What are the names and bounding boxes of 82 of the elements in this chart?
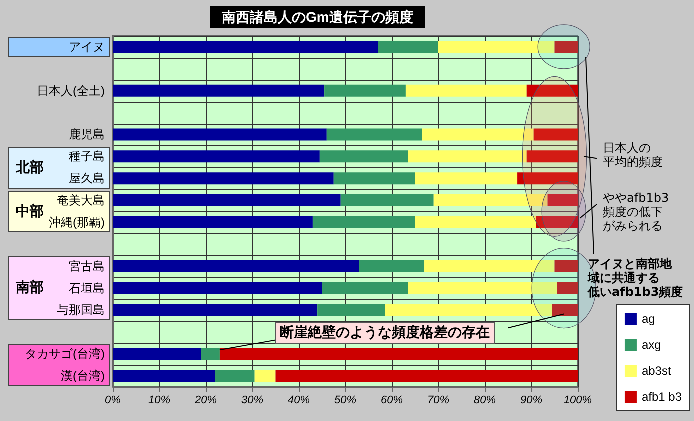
bar <box>554 260 578 272</box>
bar <box>434 194 548 207</box>
bar <box>322 282 408 294</box>
legend-label: axg <box>642 338 662 352</box>
text: 北部 <box>16 158 44 177</box>
x-tick-label: 30% <box>241 394 264 406</box>
bar <box>424 260 555 272</box>
y-tick-label: 宮古島 <box>69 259 105 274</box>
text: 中部 <box>16 202 44 220</box>
bar <box>385 304 552 316</box>
x-tick-label: 80% <box>474 394 496 406</box>
bar <box>526 84 578 97</box>
bar <box>415 172 518 185</box>
bar <box>113 172 334 185</box>
x-tick-label: 60% <box>380 394 404 406</box>
bar <box>220 348 578 360</box>
y-tick-label: 奄美大島 <box>57 194 105 208</box>
y-tick-label: 日本人(全土) <box>37 84 105 98</box>
chart-title: 南西諸島人のGm遺伝子の頻度 <box>221 9 414 25</box>
bar <box>113 40 378 53</box>
bar <box>113 84 325 97</box>
bar <box>113 370 216 382</box>
bar <box>378 40 438 53</box>
bar <box>215 370 255 382</box>
annotation: 断崖絶壁のような頻度格差の存在 <box>275 322 495 344</box>
x-tick-label: 50% <box>334 394 357 406</box>
bar <box>276 370 578 382</box>
bar <box>334 172 416 185</box>
bar <box>415 216 536 228</box>
bar <box>548 194 578 207</box>
bar <box>113 194 341 207</box>
bar <box>518 172 578 185</box>
bar <box>326 128 422 141</box>
bar <box>254 370 276 382</box>
y-tick-label: 種子島 <box>69 150 105 164</box>
legend-label: ab3st <box>642 364 672 378</box>
bar <box>557 282 578 294</box>
bar <box>324 84 406 97</box>
y-tick-label: アイヌ <box>69 40 105 54</box>
bar <box>422 128 534 141</box>
text: ややafb1b3頻度の低下がみられる <box>603 190 670 233</box>
y-tick-label: 漢(台湾) <box>61 369 105 384</box>
text: 南部 <box>16 279 44 298</box>
bar <box>113 260 360 272</box>
y-tick-label: 石垣島 <box>69 281 105 296</box>
x-tick-label: 70% <box>427 394 450 406</box>
bar <box>113 282 322 294</box>
bar <box>113 348 202 360</box>
bar <box>359 260 425 272</box>
x-tick-label: 90% <box>520 394 543 406</box>
x-tick-label: 0% <box>105 394 122 406</box>
bar <box>201 348 220 360</box>
bar <box>113 304 318 316</box>
legend-label: ag <box>642 312 656 326</box>
bar <box>438 40 555 53</box>
bar <box>113 150 320 163</box>
bar <box>320 150 408 163</box>
bar <box>312 216 416 228</box>
bar <box>408 282 558 294</box>
bar <box>526 150 578 163</box>
y-tick-label: 沖縄(那覇) <box>49 215 105 230</box>
bar <box>408 150 527 163</box>
bar <box>318 304 386 316</box>
y-tick-label: 与那国島 <box>57 303 105 318</box>
x-tick-label: 40% <box>288 394 310 406</box>
x-tick-label: 10% <box>148 394 171 406</box>
text: 日本人の平均的頻度 <box>603 140 663 169</box>
bar <box>113 128 327 141</box>
legend-label: afb1 b3 <box>642 390 682 404</box>
bar <box>340 194 434 207</box>
y-tick-label: 鹿児島 <box>69 128 105 142</box>
bar <box>536 216 578 228</box>
bar <box>406 84 527 97</box>
bar <box>554 40 578 53</box>
y-tick-label: タカサゴ(台湾) <box>25 347 105 362</box>
x-tick-label: 100% <box>564 394 592 406</box>
y-tick-label: 屋久島 <box>69 172 105 186</box>
bar <box>552 304 578 316</box>
bar <box>534 128 578 141</box>
x-tick-label: 20% <box>194 394 218 406</box>
bar <box>113 216 313 228</box>
text: アイヌと南部地域に共通する低いafb1b3頻度 <box>588 257 684 300</box>
